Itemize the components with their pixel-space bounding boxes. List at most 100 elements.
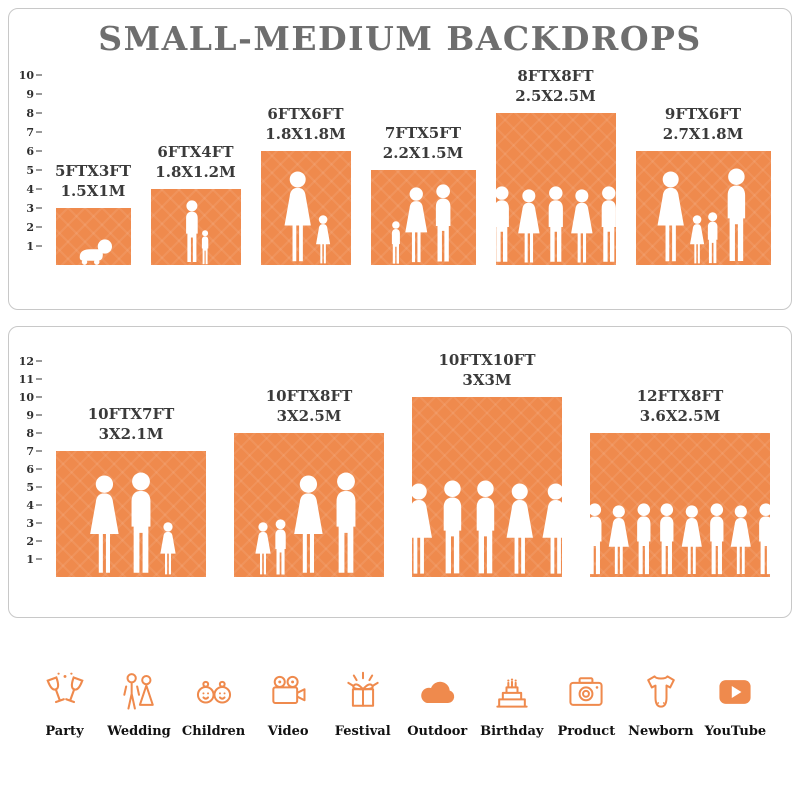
ruler-tick: 1 — [12, 238, 42, 254]
size-ft-label: 5FTX3FT — [54, 162, 132, 180]
size-ft-label: 10FTX10FT — [438, 351, 536, 369]
backdrop-bar-group: 10FTX10FT 3X3M — [412, 351, 562, 577]
ruler-tick-label: 9 — [26, 87, 34, 101]
backdrop-size-label: 9FTX6FT 2.7X1.8M — [663, 105, 743, 144]
backdrop-bar — [234, 433, 384, 577]
ruler-tick: 7 — [12, 124, 42, 140]
person-silhouette — [593, 186, 616, 265]
person-silhouette — [312, 215, 334, 265]
backdrop-size-label: 7FTX5FT 2.2X1.5M — [383, 124, 463, 163]
category-label: Outdoor — [407, 724, 468, 739]
category-label: Video — [267, 724, 309, 739]
ruler-tick-label: 10 — [18, 390, 34, 404]
ruler-tick-label: 3 — [26, 516, 34, 530]
ruler-tick-label: 3 — [26, 201, 34, 215]
ruler-tick-mark — [36, 540, 42, 542]
size-m-label: 2.5X2.5M — [515, 86, 596, 105]
ruler-tick: 5 — [12, 162, 42, 178]
category-row: Party Wedding Children Video Festival Outdoor… — [8, 670, 792, 739]
backdrop-bar-group: 7FTX5FT 2.2X1.5M — [370, 124, 476, 265]
bars-plot-bottom: 10FTX7FT 3X2.1M 10FTX8FT 3X2.5M 10FTX10FT 3X3… — [45, 327, 781, 577]
person-silhouette — [198, 230, 212, 266]
party-icon — [43, 670, 87, 714]
ruler-tick-mark — [36, 396, 42, 398]
ruler-top: 1 2 3 4 5 6 7 8 9 10 — [12, 9, 42, 309]
ruler-tick-mark — [36, 112, 42, 114]
ruler-tick-mark — [36, 558, 42, 560]
ruler-tick-label: 6 — [26, 462, 34, 476]
size-m-label: 3.6X2.5M — [639, 406, 721, 425]
ruler-tick: 6 — [12, 143, 42, 159]
size-ft-label: 12FTX8FT — [636, 387, 724, 405]
category-label: Party — [45, 724, 84, 739]
person-silhouette — [535, 483, 562, 577]
category-label: Festival — [334, 724, 391, 739]
ruler-tick: 2 — [12, 533, 42, 549]
category-children: Children — [177, 670, 250, 739]
ruler-tick-mark — [36, 360, 42, 362]
size-m-label: 1.5X1M — [60, 181, 126, 200]
ruler-tick-label: 6 — [26, 144, 34, 158]
ruler-tick-mark — [36, 378, 42, 380]
backdrop-size-label: 6FTX4FT 1.8X1.2M — [155, 143, 235, 182]
backdrop-bar — [590, 433, 770, 577]
ruler-tick-mark — [36, 432, 42, 434]
backdrop-bar — [635, 151, 771, 265]
ruler-tick-label: 8 — [26, 106, 34, 120]
backdrop-size-label: 12FTX8FT 3.6X2.5M — [637, 387, 724, 426]
bars-plot-top: 5FTX3FT 1.5X1M 6FTX4FT 1.8X1.2M 6FTX6FT 1.8X1… — [45, 9, 781, 265]
ruler-tick: 10 — [12, 389, 42, 405]
category-wedding: Wedding — [103, 670, 176, 739]
ruler-tick-mark — [36, 486, 42, 488]
ruler-tick-mark — [36, 226, 42, 228]
backdrop-bar-group: 12FTX8FT 3.6X2.5M — [590, 387, 770, 577]
ruler-tick-label: 5 — [26, 480, 34, 494]
category-newborn: Newborn — [624, 670, 697, 739]
backdrop-bar-group: 6FTX6FT 1.8X1.8M — [260, 105, 351, 265]
ruler-tick-mark — [36, 207, 42, 209]
size-m-label: 2.7X1.8M — [662, 124, 744, 143]
ruler-tick: 1 — [12, 551, 42, 567]
ruler-tick: 10 — [12, 67, 42, 83]
size-ft-label: 6FTX6FT — [267, 105, 344, 123]
category-label: Product — [557, 724, 616, 739]
backdrop-size-label: 10FTX8FT 3X2.5M — [266, 387, 353, 426]
category-label: Newborn — [628, 724, 694, 739]
ruler-tick: 8 — [12, 105, 42, 121]
backdrop-bar-group: 8FTX8FT 2.5X2.5M — [495, 67, 616, 265]
birthday-icon — [490, 670, 534, 714]
ruler-bottom: 1 2 3 4 5 6 7 8 9 10 11 12 — [12, 327, 42, 617]
category-label: Wedding — [107, 724, 171, 739]
size-ft-label: 7FTX5FT — [384, 124, 462, 142]
ruler-tick-label: 2 — [26, 534, 34, 548]
children-icon — [192, 670, 236, 714]
ruler-tick: 12 — [12, 353, 42, 369]
ruler-tick-mark — [36, 188, 42, 190]
ruler-tick: 2 — [12, 219, 42, 235]
newborn-icon — [639, 670, 683, 714]
ruler-tick-mark — [36, 450, 42, 452]
size-m-label: 3X2.1M — [98, 424, 164, 443]
backdrop-size-label: 10FTX10FT 3X3M — [438, 351, 535, 390]
panel-small-medium: SMALL-MEDIUM BACKDROPS 1 2 3 4 5 6 7 8 9 10 5FTX3… — [8, 8, 792, 310]
size-m-label: 2.2X1.5M — [382, 143, 464, 162]
backdrop-bar-group: 10FTX8FT 3X2.5M — [234, 387, 384, 577]
ruler-tick-label: 2 — [26, 220, 34, 234]
video-icon — [266, 670, 310, 714]
ruler-tick: 4 — [12, 497, 42, 513]
person-silhouette — [427, 184, 459, 265]
ruler-tick-mark — [36, 74, 42, 76]
ruler-tick: 8 — [12, 425, 42, 441]
backdrop-size-label: 5FTX3FT 1.5X1M — [55, 162, 131, 201]
category-birthday: Birthday — [475, 670, 548, 739]
category-party: Party — [28, 670, 101, 739]
ruler-tick-label: 8 — [26, 426, 34, 440]
backdrop-size-label: 6FTX6FT 1.8X1.8M — [265, 105, 345, 144]
backdrop-bar — [412, 397, 562, 577]
ruler-tick-label: 11 — [18, 372, 34, 386]
product-icon — [564, 670, 608, 714]
ruler-tick: 4 — [12, 181, 42, 197]
category-video: Video — [252, 670, 325, 739]
ruler-tick-mark — [36, 468, 42, 470]
